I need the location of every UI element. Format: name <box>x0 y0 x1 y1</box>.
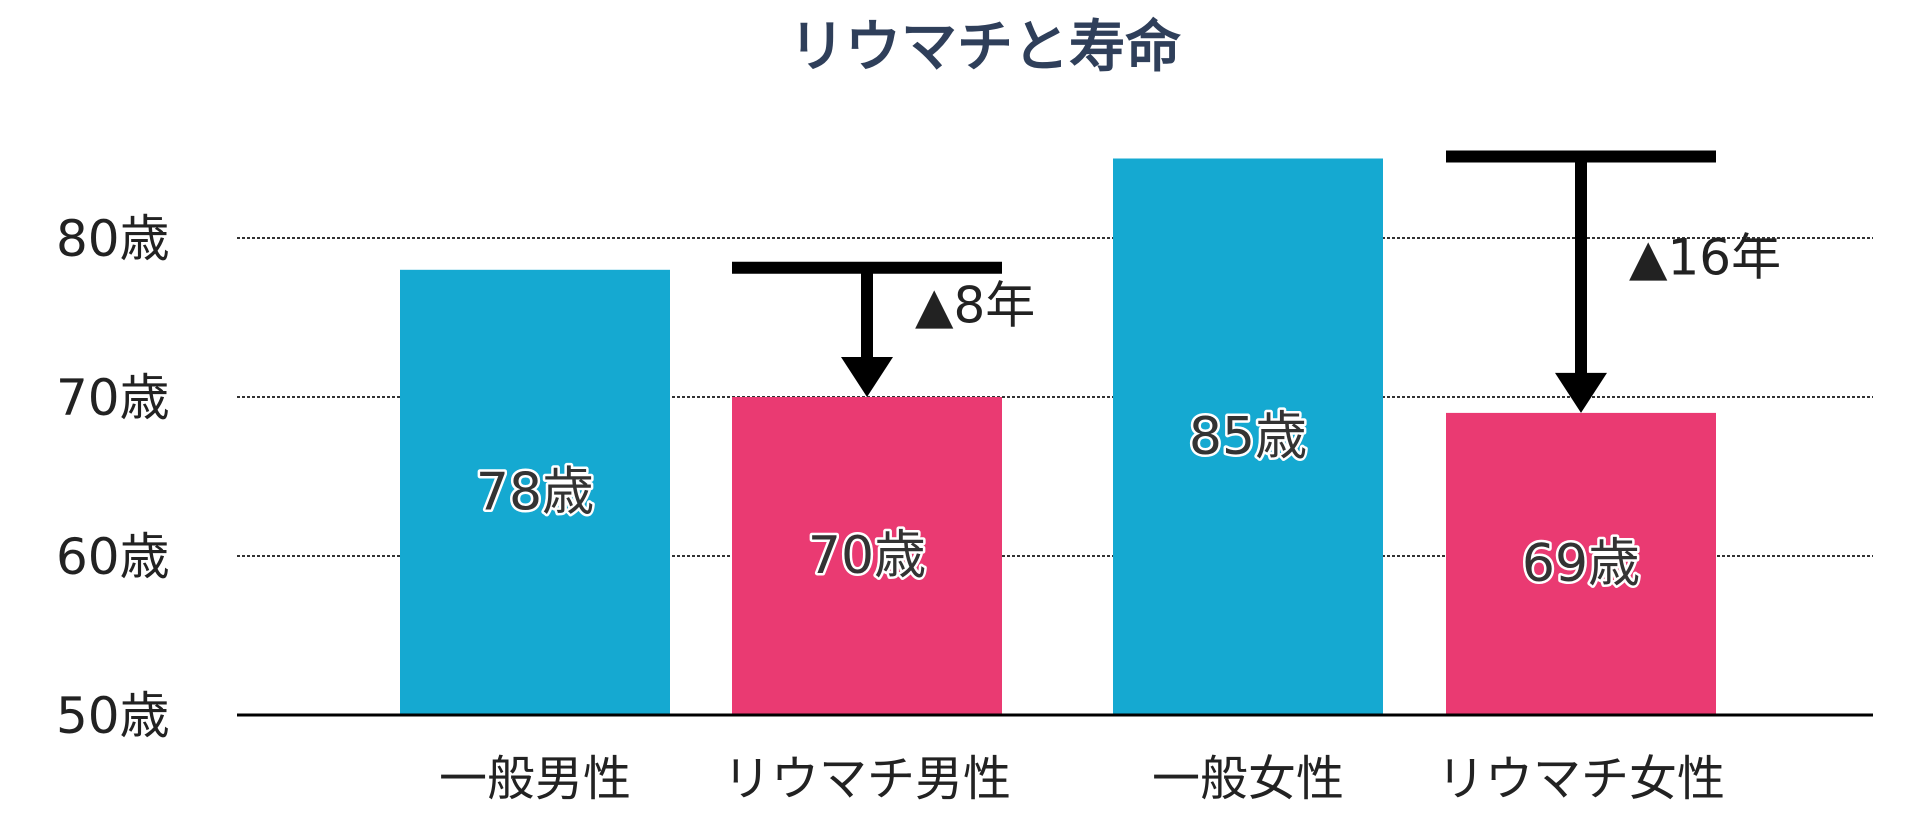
difference-label: ▲8年 <box>915 276 1035 334</box>
category-label: リウマチ男性 <box>723 751 1011 807</box>
bar-value-label: 85歳 <box>1189 407 1307 467</box>
category-label: 一般女性 <box>1152 751 1344 807</box>
category-label: 一般男性 <box>439 751 631 807</box>
category-label: リウマチ女性 <box>1437 751 1725 807</box>
bar <box>732 397 1002 715</box>
x-axis-category-labels: 一般男性 リウマチ男性 一般女性 リウマチ女性 <box>439 751 1725 807</box>
bar <box>1446 412 1716 715</box>
y-axis-tick-labels: 50歳 60歳 70歳 80歳 <box>56 210 170 745</box>
bars <box>400 158 1716 715</box>
chart-title: リウマチと寿命 <box>789 15 1181 80</box>
difference-label: ▲16年 <box>1629 229 1781 287</box>
y-tick-label: 70歳 <box>56 369 170 427</box>
bar-value-label: 70歳 <box>808 526 926 586</box>
difference-annotations: ▲8年 ▲16年 <box>732 150 1781 413</box>
bar <box>1113 158 1383 715</box>
bar-value-labels: 78歳 70歳 85歳 69歳 <box>473 404 1642 596</box>
y-tick-label: 50歳 <box>56 687 170 745</box>
y-tick-label: 60歳 <box>56 528 170 586</box>
bar <box>400 269 670 715</box>
arrow-head <box>841 357 893 397</box>
arrow-head <box>1555 372 1607 413</box>
bar-value-label: 69歳 <box>1522 534 1640 594</box>
bar-value-label: 78歳 <box>476 462 594 522</box>
y-tick-label: 80歳 <box>56 210 170 268</box>
